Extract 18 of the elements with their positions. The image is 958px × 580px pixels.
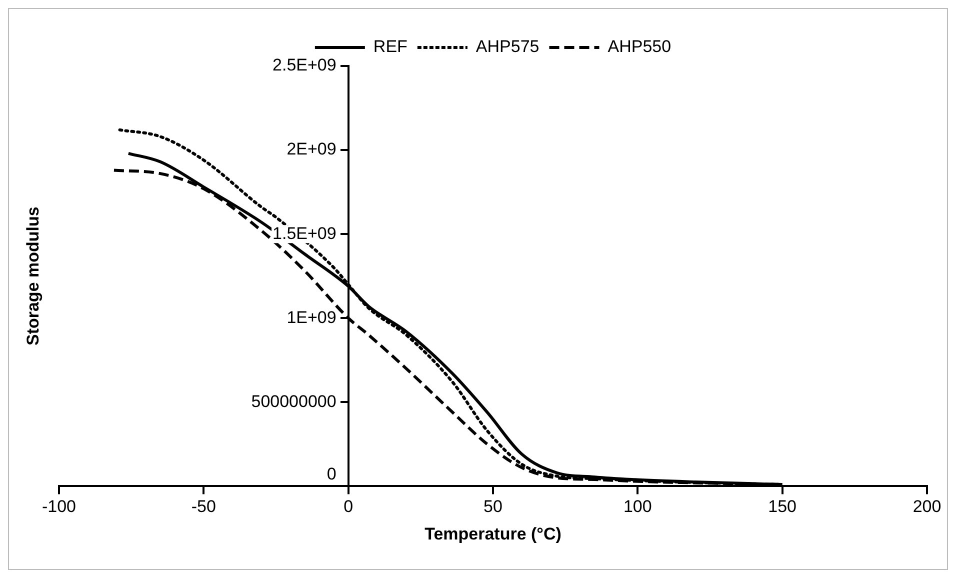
x-tick-label: 0 <box>344 497 354 516</box>
x-tick-label: 200 <box>912 497 942 516</box>
y-tick-label: 1.5E+09 <box>272 224 336 243</box>
y-tick-label: 1E+09 <box>286 308 336 327</box>
x-tick-label: 150 <box>768 497 797 516</box>
y-axis-title: Storage modulus <box>24 206 43 346</box>
legend-label: AHP550 <box>608 37 672 56</box>
x-tick-label: -100 <box>42 497 76 516</box>
y-tick-label: 2.5E+09 <box>272 56 336 75</box>
legend-label: AHP575 <box>476 37 540 56</box>
y-tick-label: 2E+09 <box>286 140 336 159</box>
y-tick-label: 0 <box>326 464 336 484</box>
y-tick-label: 500000000 <box>251 392 336 411</box>
x-tick-label: -50 <box>191 497 216 516</box>
legend-label: REF <box>373 37 408 56</box>
x-tick-label: 50 <box>484 497 502 516</box>
x-tick-label: 100 <box>623 497 652 516</box>
x-axis-title: Temperature (°C) <box>424 524 562 544</box>
